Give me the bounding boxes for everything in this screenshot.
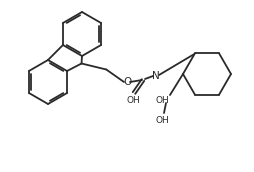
Text: O: O	[122, 77, 131, 87]
Text: N: N	[152, 71, 159, 81]
Text: OH: OH	[154, 116, 168, 125]
Text: OH: OH	[126, 95, 139, 105]
Text: OH: OH	[154, 95, 168, 105]
